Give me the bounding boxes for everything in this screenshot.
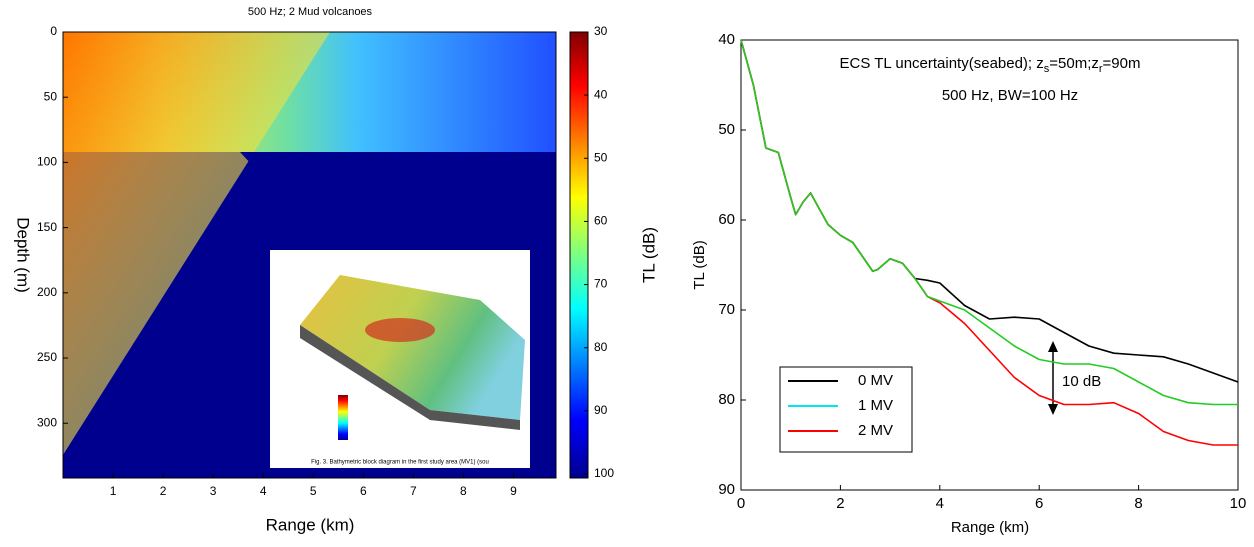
heatmap-wedge [63, 32, 330, 455]
arrow-head [1048, 341, 1058, 352]
chart-title: ECS TL uncertainty(seabed); zs=50m;zr=90… [840, 55, 1141, 75]
colorbar-tick-label: 70 [594, 277, 608, 291]
inset-legend [338, 395, 348, 440]
x-tick-label: 4 [260, 484, 267, 498]
legend-label: 1 MV [858, 397, 893, 414]
plot-frame [62, 31, 557, 479]
colorbar-tick-label: 40 [594, 87, 608, 101]
annotation: 500 Hz, BW=100 Hz [942, 87, 1078, 104]
colorbar-tick-label: 80 [594, 340, 608, 354]
x-tick-label: 6 [1035, 495, 1043, 512]
title-part: =50m;z [1049, 55, 1099, 72]
x-tick-label: 7 [410, 484, 417, 498]
y-tick-label: 50 [718, 121, 735, 138]
annotation: 10 dB [1062, 373, 1101, 390]
series-line [740, 39, 1238, 406]
plot-frame [740, 39, 1239, 491]
y-tick-label: 50 [44, 89, 58, 103]
y-tick-label: 150 [37, 220, 57, 234]
x-tick-label: 8 [460, 484, 467, 498]
chart-title: 500 Hz; 2 Mud volcanoes [248, 6, 373, 18]
x-axis-label: Range (km) [266, 515, 355, 534]
y-axis-label: Depth (m) [14, 217, 33, 293]
y-tick-label: 300 [37, 415, 57, 429]
x-axis-label: Range (km) [951, 519, 1029, 536]
x-tick-label: 2 [160, 484, 167, 498]
heatmap-volcano [240, 152, 275, 250]
x-tick-label: 8 [1134, 495, 1142, 512]
heatmap-panel: Fig. 3. Bathymetric block diagram in the… [14, 6, 659, 535]
x-tick-label: 2 [836, 495, 844, 512]
title-part: s [1044, 63, 1050, 75]
x-tick-label: 3 [210, 484, 217, 498]
title-part: =90m [1103, 55, 1141, 72]
inset-volcano [365, 318, 435, 342]
x-tick-label: 5 [310, 484, 317, 498]
x-tick-label: 10 [1230, 495, 1247, 512]
x-tick-label: 6 [360, 484, 367, 498]
legend-label: 0 MV [858, 372, 893, 389]
y-tick-label: 40 [718, 31, 735, 48]
y-tick-label: 0 [50, 24, 57, 38]
inset-surface [300, 275, 525, 420]
inset-block-side [300, 325, 520, 430]
y-tick-label: 200 [37, 285, 57, 299]
title-part: ECS TL uncertainty(seabed); z [840, 55, 1044, 72]
legend-label: 2 MV [858, 422, 893, 439]
colorbar-tick-label: 30 [594, 24, 608, 38]
colorbar-tick-label: 90 [594, 403, 608, 417]
y-axis-label: TL (dB) [691, 240, 708, 289]
x-tick-label: 0 [737, 495, 745, 512]
colorbar-tick-label: 100 [594, 466, 614, 480]
arrow-head [1048, 404, 1058, 415]
colorbar-tick-label: 50 [594, 150, 608, 164]
y-tick-label: 90 [718, 481, 735, 498]
y-tick-label: 60 [718, 211, 735, 228]
x-tick-label: 1 [110, 484, 117, 498]
heatmap-volcano [285, 152, 310, 230]
colorbar-tick-label: 60 [594, 214, 608, 228]
colorbar-label: TL (dB) [639, 227, 658, 283]
x-tick-label: 9 [510, 484, 517, 498]
colorbar [569, 31, 589, 479]
y-tick-label: 70 [718, 301, 735, 318]
title-part: r [1099, 63, 1103, 75]
y-tick-label: 100 [37, 155, 57, 169]
x-tick-label: 4 [936, 495, 944, 512]
inset-caption: Fig. 3. Bathymetric block diagram in the… [311, 460, 489, 466]
line-panel: ECS TL uncertainty(seabed); zs=50m;zr=90… [691, 31, 1246, 536]
y-tick-label: 250 [37, 350, 57, 364]
y-tick-label: 80 [718, 391, 735, 408]
